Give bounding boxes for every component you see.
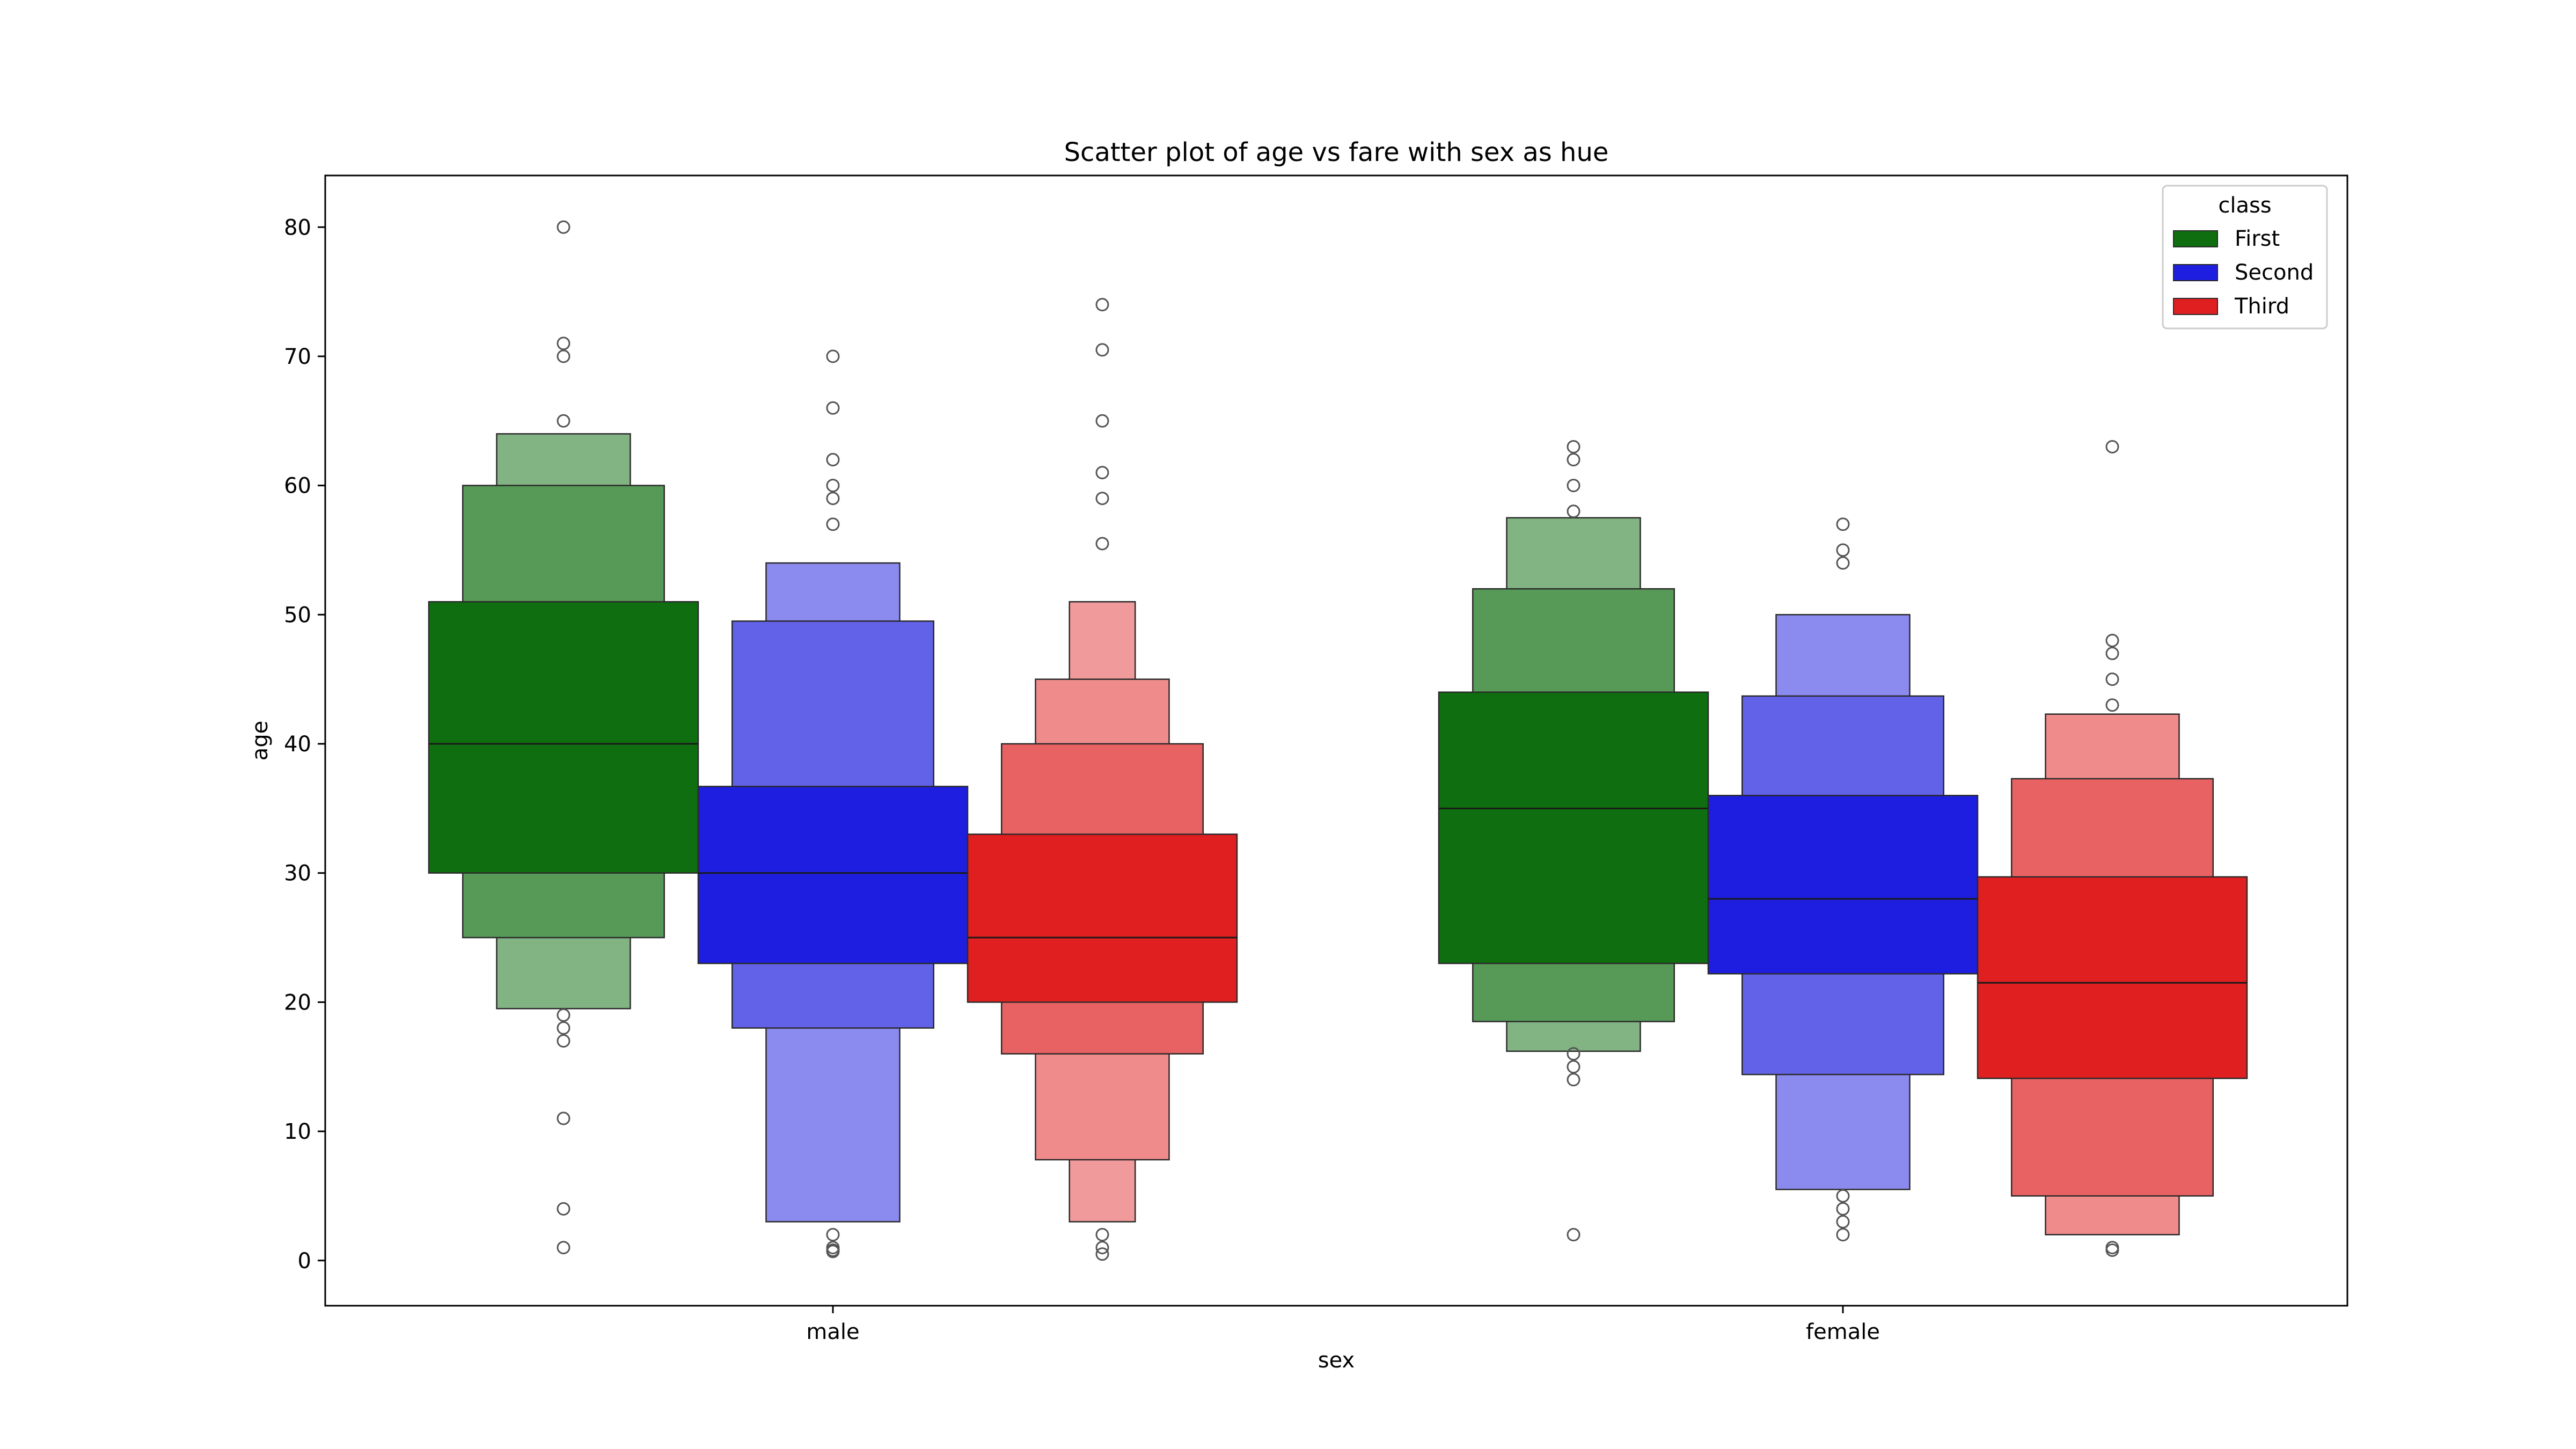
boxen-level-second-female (1708, 795, 1978, 974)
legend: class First Second Third (2163, 186, 2327, 328)
chart-title: Scatter plot of age vs fare with sex as … (1064, 137, 1609, 167)
boxen-level-second-male (698, 786, 968, 963)
y-tick-label: 10 (284, 1119, 311, 1144)
legend-swatch-first (2174, 231, 2218, 247)
y-tick-label: 0 (298, 1249, 311, 1274)
legend-label-second: Second (2235, 260, 2314, 285)
x-tick-label: female (1806, 1320, 1880, 1344)
y-tick-label: 40 (284, 732, 311, 757)
boxen-level-third-male (968, 834, 1237, 1002)
legend-swatch-second (2174, 265, 2218, 281)
legend-label-third: Third (2234, 294, 2289, 319)
legend-title: class (2218, 193, 2271, 218)
y-tick-label: 80 (284, 215, 311, 240)
boxen-level-first-male (429, 602, 698, 873)
y-tick-label: 60 (284, 474, 311, 499)
boxen-level-third-female (1978, 877, 2247, 1078)
x-tick-label: male (806, 1320, 859, 1344)
legend-label-first: First (2235, 226, 2280, 251)
y-tick-label: 70 (284, 345, 311, 369)
x-axis-label: sex (1318, 1348, 1355, 1373)
y-tick-label: 20 (284, 990, 311, 1015)
boxen-level-first-female (1439, 692, 1708, 963)
y-axis-label: age (248, 721, 273, 761)
y-tick-label: 50 (284, 603, 311, 627)
y-tick-label: 30 (284, 861, 311, 886)
legend-swatch-third (2174, 298, 2218, 314)
